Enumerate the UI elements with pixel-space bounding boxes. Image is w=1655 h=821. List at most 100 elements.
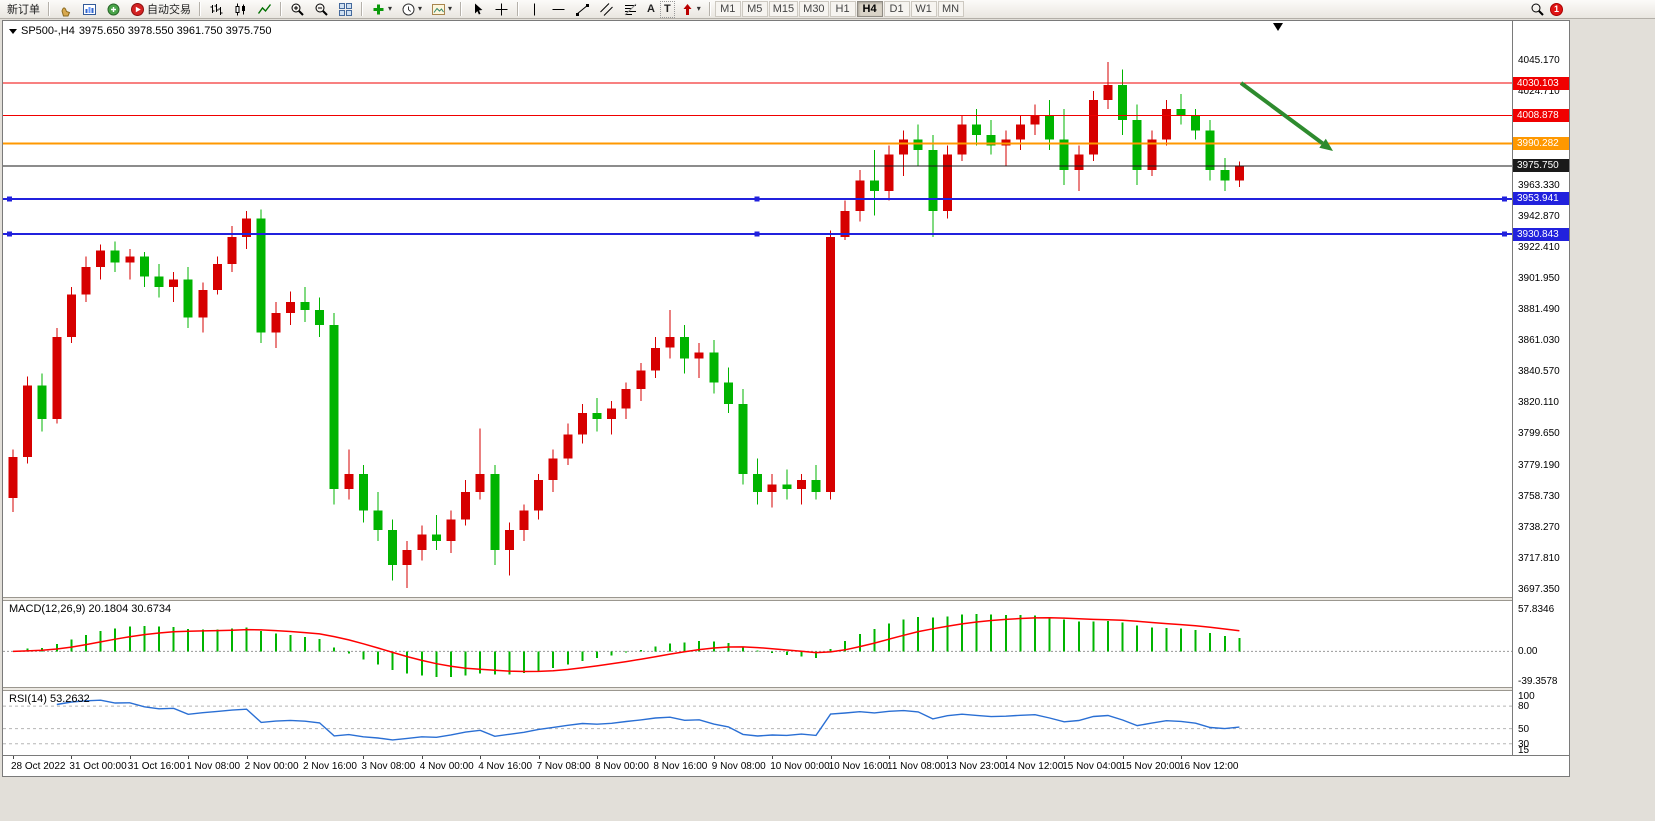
- timeframe-m5-button[interactable]: M5: [741, 1, 768, 17]
- chart-window-icon-button[interactable]: [78, 1, 101, 18]
- new-order-button[interactable]: 新订单: [3, 1, 44, 18]
- price-pane[interactable]: [3, 21, 1512, 597]
- zoom-in-button[interactable]: [286, 1, 309, 18]
- timeframe-w1-button[interactable]: W1: [910, 1, 937, 17]
- date-axis-label: 1 Nov 08:00: [186, 761, 241, 772]
- equidistant-channel-tool-button[interactable]: [595, 1, 618, 18]
- date-axis-label: 11 Nov 08:00: [887, 761, 946, 772]
- text-label-tool-button[interactable]: T: [660, 0, 675, 18]
- navigator-circle-icon-button[interactable]: [102, 1, 125, 18]
- chart-symbol-period: SP500-,H4: [21, 25, 75, 37]
- price-axis-label: 4024.710: [1518, 86, 1560, 98]
- rsi-pane[interactable]: [3, 691, 1512, 755]
- rsi-axis-label: 15: [1518, 745, 1530, 756]
- timeframe-h4-button[interactable]: H4: [856, 1, 883, 17]
- date-axis-label: 4 Nov 00:00: [419, 761, 474, 772]
- trendline-tool-button[interactable]: [571, 1, 594, 18]
- autotrading-button[interactable]: 自动交易: [126, 1, 195, 18]
- date-axis-label: 10 Nov 16:00: [828, 761, 889, 772]
- vertical-line-tool-button[interactable]: [523, 1, 546, 18]
- cursor-tool-button[interactable]: [466, 1, 489, 18]
- notification-badge[interactable]: 1: [1550, 2, 1563, 16]
- time-axis-tick: [538, 756, 540, 759]
- vertical-line-icon: [527, 2, 542, 17]
- time-axis-tick: [71, 756, 73, 759]
- horizontal-line-tool-button[interactable]: [547, 1, 570, 18]
- toolbar-separator: [48, 2, 50, 16]
- rsi-indicator-label: RSI(14) 53.2632: [9, 693, 90, 705]
- text-tool-button[interactable]: A: [643, 1, 659, 18]
- periods-button[interactable]: ▾: [397, 1, 426, 18]
- date-axis-label: 16 Nov 12:00: [1179, 761, 1239, 772]
- price-axis-label: 3820.110: [1518, 397, 1559, 409]
- price-line-label: 3953.941: [1513, 192, 1569, 206]
- timeframe-d1-button[interactable]: D1: [883, 1, 910, 17]
- crosshair-tool-button[interactable]: [490, 1, 513, 18]
- toolbar-separator: [280, 2, 282, 16]
- arrows-icon: [680, 2, 695, 17]
- price-line-label: 3990.282: [1513, 137, 1569, 151]
- time-axis-tick: [1181, 756, 1182, 759]
- timeframe-h1-button[interactable]: H1: [829, 1, 856, 17]
- chart-window: SP500-,H4 3975.650 3978.550 3961.750 397…: [2, 20, 1570, 777]
- chart-window-icon: [82, 2, 97, 17]
- date-axis-label: 31 Oct 16:00: [127, 761, 186, 772]
- rsi-line: [56, 699, 1240, 741]
- toolbar-separator: [199, 2, 201, 16]
- time-axis-tick: [1005, 756, 1007, 759]
- toolbar-separator: [708, 2, 711, 16]
- fibonacci-tool-button[interactable]: [619, 1, 642, 18]
- price-axis[interactable]: 4045.170 4024.710 3963.330 3942.870 3922.410…: [1512, 21, 1569, 756]
- timeframe-mn-button[interactable]: MN: [937, 1, 964, 17]
- macd-pane[interactable]: [3, 601, 1512, 687]
- chevron-down-icon: ▾: [418, 4, 423, 13]
- chevron-down-icon: ▾: [388, 4, 393, 13]
- date-axis-label: 14 Nov 12:00: [1003, 761, 1064, 772]
- rsi-axis-label: 80: [1518, 701, 1530, 713]
- chart-title: SP500-,H4 3975.650 3978.550 3961.750 397…: [9, 25, 272, 37]
- time-axis[interactable]: 28 Oct 2022 31 Oct 00:00 31 Oct 16:00 1 Nov…: [3, 755, 1569, 776]
- chart-ohlc-values: 3975.650 3978.550 3961.750 3975.750: [78, 25, 272, 37]
- time-axis-tick: [947, 756, 949, 759]
- pane-separator[interactable]: [3, 687, 1569, 691]
- time-axis-tick: [889, 756, 890, 759]
- zoom-out-button[interactable]: [310, 1, 333, 18]
- pane-separator[interactable]: [3, 597, 1569, 601]
- date-axis-label: 13 Nov 23:00: [945, 761, 1005, 772]
- time-axis-tick: [246, 756, 248, 759]
- date-axis-label: 31 Oct 00:00: [69, 761, 127, 772]
- add-indicator-button[interactable]: ▾: [367, 1, 396, 18]
- price-axis-label: 3779.190: [1518, 459, 1560, 471]
- time-axis-tick: [480, 756, 482, 759]
- hand-pointer-icon-button[interactable]: [54, 1, 77, 18]
- date-axis-label: 8 Nov 16:00: [653, 761, 708, 772]
- tile-windows-button[interactable]: [334, 1, 357, 18]
- chevron-down-icon: ▾: [696, 4, 701, 13]
- bars-chart-icon: [209, 2, 224, 17]
- candlestick-chart-icon: [233, 2, 248, 17]
- fibonacci-icon: [623, 2, 638, 17]
- bars-chart-icon-button[interactable]: [205, 1, 228, 18]
- search-icon: [1530, 2, 1545, 17]
- rsi-axis-label: 30: [1518, 738, 1530, 750]
- timeframe-m30-button[interactable]: M30: [799, 1, 829, 17]
- zoom-out-icon: [314, 2, 329, 17]
- autotrade-play-icon: [130, 2, 145, 17]
- price-axis-label: 3717.810: [1518, 552, 1560, 564]
- price-lines-group: [3, 82, 1512, 237]
- line-chart-icon-button[interactable]: [253, 1, 276, 18]
- rsi-axis-label: 50: [1518, 723, 1530, 735]
- price-axis-label: 3697.350: [1518, 583, 1560, 595]
- line-chart-icon: [257, 2, 272, 17]
- date-axis-label: 7 Nov 08:00: [536, 761, 591, 772]
- price-axis-label: 3942.870: [1518, 210, 1560, 222]
- time-axis-tick: [305, 756, 306, 759]
- template-button[interactable]: ▾: [427, 1, 456, 18]
- timeframe-m1-button[interactable]: M1: [714, 1, 741, 17]
- timeframe-m15-button[interactable]: M15: [768, 1, 799, 17]
- search-button[interactable]: [1526, 1, 1549, 18]
- chart-menu-icon[interactable]: [9, 28, 17, 34]
- macd-signal-line: [12, 616, 1240, 673]
- candlestick-chart-icon-button[interactable]: [229, 1, 252, 18]
- arrows-tool-button[interactable]: ▾: [676, 1, 705, 18]
